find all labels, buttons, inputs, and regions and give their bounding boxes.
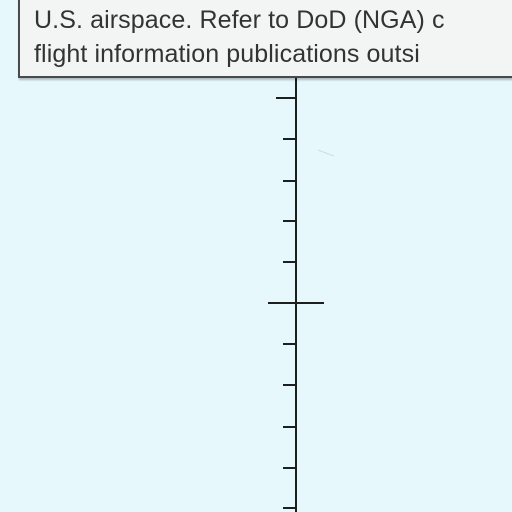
- airspace-notice-box: U.S. airspace. Refer to DoD (NGA) c flig…: [18, 0, 512, 78]
- faint-chart-mark: [317, 149, 335, 157]
- notice-text-line-1: U.S. airspace. Refer to DoD (NGA) c: [34, 6, 445, 34]
- notice-text-line-2: flight information publications outsi: [34, 40, 420, 68]
